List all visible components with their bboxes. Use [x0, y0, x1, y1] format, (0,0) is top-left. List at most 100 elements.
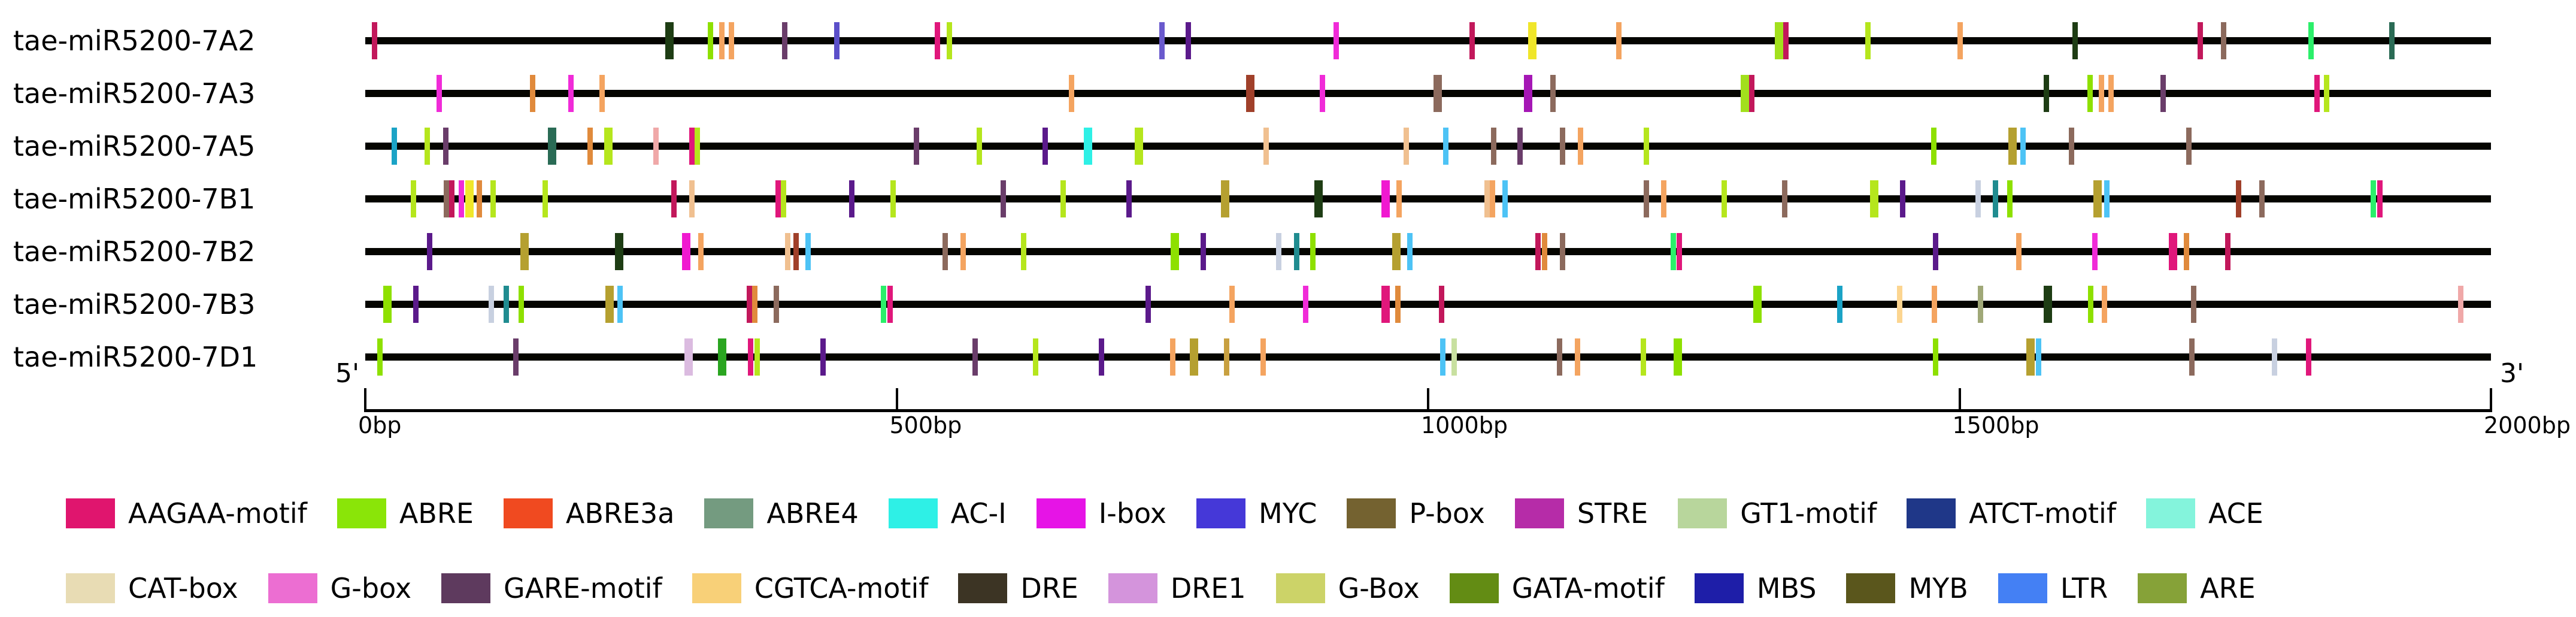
legend-swatch	[268, 573, 317, 603]
element-marker	[1159, 22, 1165, 59]
legend-swatch	[441, 573, 491, 603]
element-marker	[2099, 75, 2105, 112]
legend-swatch	[1514, 498, 1564, 528]
legend-row-2: CAT-box G-box GARE-motif CGTCA-motif DRE DRE1…	[66, 572, 2286, 604]
legend-item: ABRE4	[704, 497, 859, 530]
element-marker	[1616, 22, 1622, 59]
legend-item: STRE	[1514, 497, 1648, 530]
element-marker	[615, 233, 624, 270]
element-marker	[543, 180, 548, 217]
element-marker	[2043, 75, 2049, 112]
element-marker	[1933, 338, 1939, 376]
element-marker	[880, 286, 886, 323]
element-marker	[1451, 338, 1457, 376]
legend-label: G-Box	[1338, 572, 1420, 604]
element-marker	[2016, 233, 2022, 270]
element-marker	[1314, 180, 1323, 217]
element-marker	[946, 22, 952, 59]
element-marker	[2371, 180, 2377, 217]
sequence-line	[365, 353, 2491, 361]
gene-track	[365, 329, 2491, 383]
gene-label: tae-miR5200-7B2	[13, 235, 256, 268]
legend-item: G-box	[268, 572, 411, 604]
legend-label: DRE1	[1170, 572, 1246, 604]
axis-tick-label: 0bp	[358, 412, 402, 438]
legend-label: ABRE3a	[565, 497, 675, 530]
element-marker	[2008, 128, 2017, 165]
legend-swatch	[2146, 498, 2196, 528]
element-marker	[653, 128, 659, 165]
element-marker	[848, 180, 854, 217]
element-marker	[2308, 22, 2314, 59]
gene-label: tae-miR5200-7B3	[13, 288, 256, 320]
element-marker	[681, 233, 690, 270]
element-marker	[1169, 338, 1175, 376]
legend-label: CAT-box	[128, 572, 238, 604]
legend-swatch	[958, 573, 1008, 603]
axis-tick-label: 500bp	[889, 412, 962, 438]
gene-track	[365, 13, 2491, 67]
gene-label: tae-miR5200-7A5	[13, 130, 256, 162]
legend-swatch	[337, 498, 386, 528]
element-marker	[1001, 180, 1007, 217]
element-marker	[773, 286, 779, 323]
bp-axis	[364, 388, 2492, 412]
element-marker	[1900, 180, 1906, 217]
element-marker	[2457, 286, 2463, 323]
legend-label: AAGAA-motif	[128, 497, 307, 530]
element-marker	[719, 22, 725, 59]
element-marker	[1395, 286, 1401, 323]
legend-label: GARE-motif	[504, 572, 662, 604]
element-marker	[1294, 233, 1300, 270]
legend-swatch	[1347, 498, 1396, 528]
element-marker	[617, 286, 623, 323]
element-marker	[425, 128, 431, 165]
legend-label: P-box	[1409, 497, 1485, 530]
element-marker	[426, 233, 432, 270]
element-marker	[942, 233, 948, 270]
five-prime-label: 5'	[335, 358, 360, 389]
legend-item: ATCT-motif	[1907, 497, 2116, 530]
element-marker	[1439, 338, 1445, 376]
element-marker	[436, 75, 442, 112]
element-marker	[443, 128, 448, 165]
element-marker	[1260, 338, 1266, 376]
legend-row-1: AAGAA-motif ABRE ABRE3a ABRE4 AC-I I-box MYC P-…	[66, 497, 2293, 530]
element-marker	[890, 180, 896, 217]
element-marker	[1783, 22, 1789, 59]
element-marker	[1523, 75, 1532, 112]
element-marker	[2236, 180, 2241, 217]
element-marker	[2093, 180, 2102, 217]
element-marker	[1098, 338, 1104, 376]
element-marker	[1541, 233, 1547, 270]
element-marker	[1246, 75, 1255, 112]
element-marker	[1931, 128, 1936, 165]
element-marker	[1644, 128, 1650, 165]
element-marker	[1644, 180, 1650, 217]
legend-swatch	[1846, 573, 1896, 603]
legend-label: ABRE4	[766, 497, 859, 530]
element-marker	[1721, 180, 1727, 217]
gene-label: tae-miR5200-7A3	[13, 77, 256, 110]
legend-label: ATCT-motif	[1969, 497, 2117, 530]
legend-swatch	[1694, 573, 1744, 603]
element-marker	[718, 338, 727, 376]
sequence-line	[365, 90, 2491, 97]
element-marker	[2036, 338, 2042, 376]
legend-swatch	[1196, 498, 1246, 528]
element-marker	[1502, 180, 1508, 217]
element-marker	[1442, 128, 1448, 165]
element-marker	[2007, 180, 2013, 217]
legend-label: GATA-motif	[1511, 572, 1665, 604]
element-marker	[1484, 180, 1490, 217]
element-marker	[459, 180, 465, 217]
element-marker	[1319, 75, 1325, 112]
sequence-line	[365, 143, 2491, 150]
element-marker	[935, 22, 941, 59]
element-marker	[488, 286, 494, 323]
legend-swatch	[503, 498, 553, 528]
element-marker	[518, 286, 524, 323]
element-marker	[1302, 286, 1308, 323]
element-marker	[1674, 338, 1683, 376]
element-marker	[1438, 286, 1444, 323]
